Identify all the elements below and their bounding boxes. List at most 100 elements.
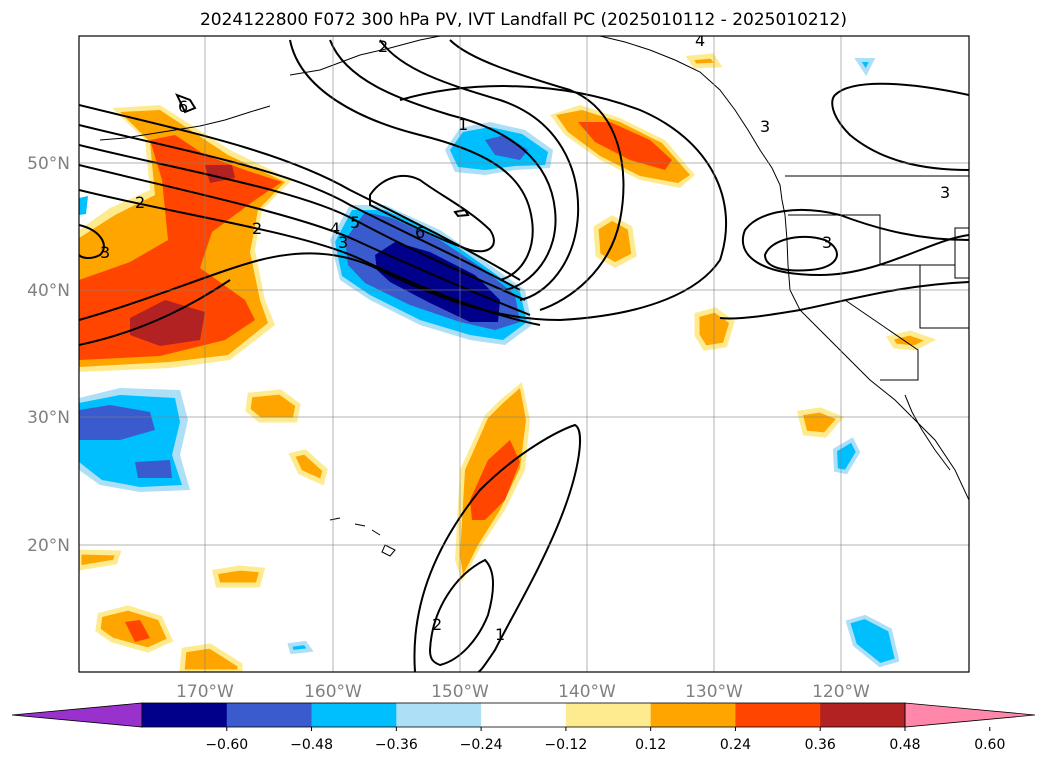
contour-label: 3 [338, 233, 348, 252]
latitude-labels: 50°N 40°N 30°N 20°N [27, 154, 70, 556]
state-border-4 [954, 227, 969, 279]
positive-blob-5 [796, 407, 845, 438]
map-panel: 6 2 3 2 4 5 3 6 1 3 2 3 3 4 2 1 [79, 31, 969, 672]
lat-label: 30°N [27, 408, 70, 428]
colorbar-bin [565, 703, 652, 727]
colorbar-tick-label: 0.36 [805, 737, 836, 753]
contour-line-inner-4 [449, 39, 625, 311]
contour-label: 5 [350, 213, 360, 232]
negative-anomaly-west-edge [79, 196, 88, 215]
colorbar-bin [142, 703, 228, 727]
contour-line-east-2 [831, 94, 969, 171]
colorbar-extend-low [11, 702, 143, 728]
contour-line-inner-5 [369, 175, 495, 253]
contour-line-outer-b [79, 279, 231, 346]
positive-blob-3 [245, 389, 301, 423]
negative-anomaly-central-core [375, 242, 500, 322]
colorbar-bin [650, 703, 736, 727]
contour-line-east-4 [719, 281, 969, 320]
alaska-coast [289, 36, 441, 76]
lon-label: 160°W [304, 682, 362, 702]
colorbar-tick-label: 0.48 [889, 737, 920, 753]
colorbar-bin [820, 703, 906, 727]
positive-blob-8 [79, 549, 122, 571]
map-frame [78, 35, 970, 673]
contour-line-sw-small [79, 224, 105, 259]
contour-label: 2 [432, 615, 442, 634]
contour-line-east-1 [834, 82, 969, 96]
negative-anomaly-north-mid [485, 135, 528, 160]
lat-label: 20°N [27, 536, 70, 556]
positive-blob-12 [179, 643, 243, 672]
positive-blob-4 [288, 449, 328, 486]
negative-anomaly-sw-mid [79, 405, 155, 440]
negative-blob-3 [287, 640, 314, 655]
state-border-3 [919, 265, 969, 329]
colorbar-extend-high [904, 702, 1036, 728]
pv-shading [79, 53, 937, 672]
contour-line-tiny [453, 208, 470, 218]
positive-blob-1 [593, 215, 637, 268]
positive-blob-7 [685, 53, 723, 69]
contour-label: 4 [330, 219, 340, 238]
lon-label: 170°W [176, 682, 234, 702]
contour-label: 6 [178, 97, 188, 116]
colorbar-tick-label: −0.24 [460, 737, 503, 753]
contour-label: 1 [458, 115, 468, 134]
colorbar-bin [481, 703, 567, 727]
positive-anomaly-ne-red [578, 122, 672, 170]
colorbar-tick-label: −0.12 [544, 737, 587, 753]
colorbar-bin [396, 703, 482, 727]
positive-anomaly-south-red [470, 440, 520, 520]
colorbar-frame [141, 702, 906, 728]
negative-blob-4 [854, 58, 876, 76]
contour-line-north-small [175, 93, 197, 114]
contour-line-south-outer [413, 423, 581, 672]
colorbar-tick-label: 0.24 [720, 737, 751, 753]
lon-label: 140°W [558, 682, 616, 702]
contour-label: 2 [135, 193, 145, 212]
contour-line-east-5 [763, 235, 838, 272]
contour-line-inner-3 [379, 39, 580, 301]
colorbar-bin [735, 703, 821, 727]
negative-blob-1 [832, 437, 861, 475]
lon-label: 150°W [431, 682, 489, 702]
positive-blob-11 [125, 620, 150, 642]
contour-label: 2 [252, 219, 262, 238]
contour-label: 3 [760, 117, 770, 136]
contour-label: 3 [822, 233, 832, 252]
map-title: 2024122800 F072 300 hPa PV, IVT Landfall… [199, 10, 847, 30]
positive-blob-9 [211, 565, 266, 588]
west-coast [784, 214, 969, 501]
longitude-labels: 170°W 160°W 150°W 140°W 130°W 120°W [176, 682, 870, 702]
gulf-of-alaska-coast [599, 36, 786, 216]
gridlines [79, 36, 969, 672]
colorbar-tick-label: −0.48 [290, 737, 333, 753]
coastlines [99, 36, 969, 557]
colorbar: −0.60 −0.48 −0.36 −0.24 −0.12 0.12 0.24 0.36 0.4… [11, 702, 1036, 753]
state-border-1 [788, 214, 955, 266]
contour-label: 2 [378, 37, 388, 56]
lon-label: 120°W [812, 682, 870, 702]
contour-labels: 6 2 3 2 4 5 3 6 1 3 2 3 3 4 2 1 [100, 31, 950, 644]
contour-label: 3 [940, 183, 950, 202]
baja-coast [904, 394, 951, 471]
contour-line-inner-1 [289, 39, 534, 281]
contour-label: 4 [695, 31, 705, 50]
colorbar-tick-label: −0.60 [205, 737, 248, 753]
contour-line-inner-2 [329, 39, 557, 291]
contour-label: 6 [415, 223, 425, 242]
positive-blob-6 [886, 330, 937, 351]
state-border-2 [844, 299, 919, 381]
colorbar-tick-label: 0.60 [974, 737, 1005, 753]
contour-line-south-inner [428, 558, 494, 667]
contour-label: 3 [100, 243, 110, 262]
colorbar-tick-label: 0.12 [635, 737, 666, 753]
lat-label: 50°N [27, 154, 70, 174]
contour-line-3 [79, 144, 526, 301]
lat-label: 40°N [27, 281, 70, 301]
negative-anomaly-sw-mid-2 [135, 460, 172, 478]
contour-line-east-3 [742, 209, 969, 277]
contour-label: 1 [495, 625, 505, 644]
